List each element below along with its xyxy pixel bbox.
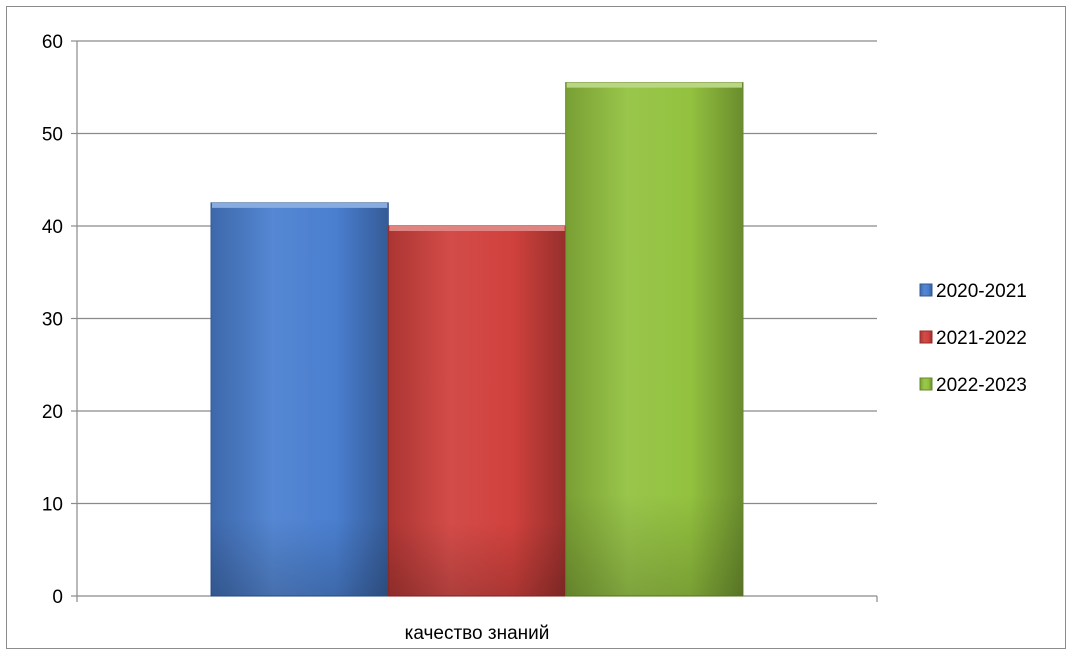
legend-label: 2021-2022: [936, 328, 1027, 349]
y-tick-label: 30: [42, 310, 63, 331]
bar: [387, 225, 567, 597]
y-tick-label: 40: [42, 217, 63, 238]
y-tick-label: 20: [42, 402, 63, 423]
y-tick-label: 60: [42, 32, 63, 53]
y-tick-label: 10: [42, 495, 63, 516]
bars: [210, 82, 744, 597]
legend-label: 2022-2023: [936, 375, 1027, 396]
x-category-label: качество знаний: [405, 623, 550, 644]
legend-item: 2021-2022: [919, 328, 1027, 349]
y-tick-label: 0: [52, 587, 63, 608]
y-tick-label: 50: [42, 125, 63, 146]
gridlines: [77, 40, 877, 505]
legend-swatch: [919, 283, 933, 297]
bar: [565, 82, 744, 597]
legend-swatch: [919, 377, 933, 391]
axis-labels: 0 10 20 30 40 50 60 качество знаний: [42, 32, 550, 644]
legend-swatch: [919, 330, 933, 344]
bar: [210, 202, 389, 597]
legend-label: 2020-2021: [936, 281, 1027, 302]
legend-item: 2022-2023: [919, 375, 1027, 396]
legend: 2020-2021 2021-2022 2022-2023: [919, 281, 1027, 396]
legend-item: 2020-2021: [919, 281, 1027, 302]
